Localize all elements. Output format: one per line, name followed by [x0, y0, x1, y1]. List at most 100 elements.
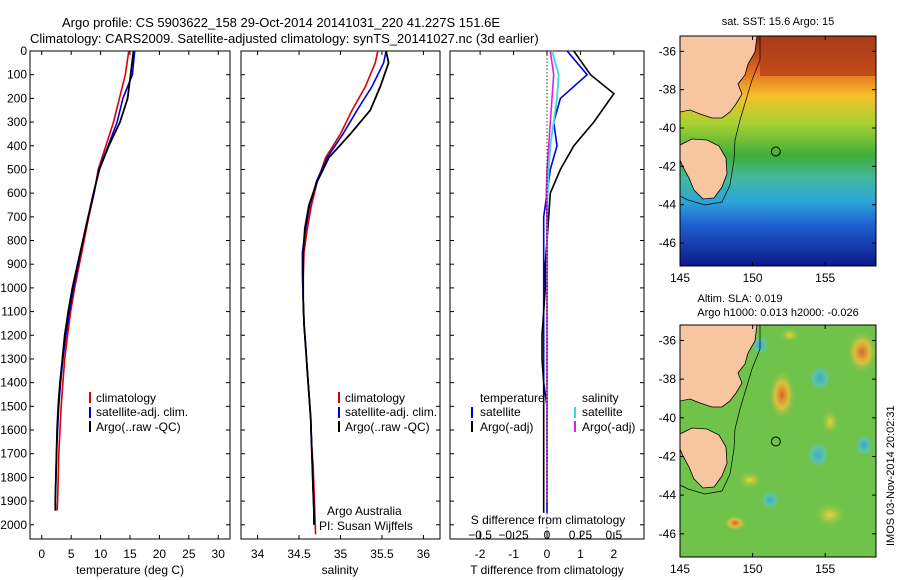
lon-tick-label: 145 — [670, 271, 690, 285]
x-tick-label: 36 — [417, 547, 431, 561]
sst-map — [680, 36, 876, 266]
figure-title-line2: Climatology: CARS2009. Satellite-adjuste… — [30, 31, 539, 46]
lat-tick-label: -36 — [659, 44, 677, 58]
tasmania — [680, 138, 728, 200]
lat-tick-label: -42 — [659, 159, 677, 173]
lat-tick-label: -44 — [659, 488, 677, 502]
legend-argo-label: Argo(..raw -QC) — [345, 420, 430, 434]
legend-s-satellite-label: satellite — [582, 405, 623, 419]
depth-tick-label: 1300 — [0, 352, 27, 366]
series-line-argo-raw-qc- — [54, 50, 135, 511]
depth-tick-label: 1600 — [0, 423, 27, 437]
lat-tick-label: -36 — [659, 333, 677, 347]
depth-tick-label: 400 — [7, 139, 27, 153]
lon-tick-label: 150 — [743, 271, 763, 285]
legend-temperature-heading: temperature — [480, 391, 545, 405]
x-tick-label: 20 — [153, 547, 167, 561]
depth-tick-label: 200 — [7, 91, 27, 105]
s-tick-label: 0 — [544, 528, 551, 542]
lat-tick-label: -44 — [659, 198, 677, 212]
salinity-plot: 34 34.5 35 35.5 36 — [251, 50, 431, 561]
lon-tick-label: 150 — [743, 562, 763, 576]
mainland-australia — [680, 36, 758, 119]
float-program-label: Argo Australia — [327, 504, 402, 518]
depth-tick-label: 2000 — [0, 518, 27, 532]
x-tick-label: 34 — [251, 547, 265, 561]
depth-tick-label: 900 — [7, 257, 27, 271]
sla-anomaly-low — [854, 433, 874, 457]
sla-anomaly-high — [723, 515, 747, 531]
depth-tick-label: 100 — [7, 68, 27, 82]
shelf-contour — [680, 36, 761, 206]
x-tick-label: -1 — [508, 547, 519, 561]
series-line-temperature-argo-adj- — [541, 50, 615, 513]
depth-tick-label: 1700 — [0, 447, 27, 461]
argo-float-marker — [770, 436, 781, 447]
legend-satellite-label: satellite-adj. clim. — [96, 405, 188, 419]
depth-tick-label: 1500 — [0, 399, 27, 413]
s-tick-label: −0.5 — [468, 528, 492, 542]
depth-tick-label: 500 — [7, 162, 27, 176]
difference-legend: temperature satellite Argo(-adj) salinit… — [471, 391, 635, 434]
lat-tick-label: -42 — [659, 449, 677, 463]
salinity-panel-frame — [240, 50, 441, 540]
temperature-plot: 0 5 10 15 20 25 30 — [38, 50, 225, 561]
sla-anomaly-high — [736, 470, 764, 490]
series-line-salinity-argo-adj- — [545, 50, 555, 502]
lat-tick-label: -46 — [659, 527, 677, 541]
x-tick-label: 34.5 — [287, 547, 311, 561]
x-tick-label: 25 — [182, 547, 196, 561]
depth-axis: 0 100 200 300 400 500 600 700 800 900 1000 1100 1200… — [0, 44, 644, 532]
depth-tick-label: 700 — [7, 210, 27, 224]
sla-anomaly-high — [768, 369, 796, 421]
x-tick-label: 5 — [68, 547, 75, 561]
shelf-contour — [680, 325, 761, 495]
depth-tick-label: 1200 — [0, 328, 27, 342]
sla-anomaly-high — [846, 330, 876, 374]
timestamp-footer: IMOS 03-Nov-2014 20:02:31 — [885, 405, 897, 546]
sla-map-title-line1: Altim. SLA: 0.019 — [698, 293, 783, 305]
legend-argo-label: Argo(..raw -QC) — [96, 420, 181, 434]
mainland-australia — [680, 325, 758, 408]
depth-tick-label: 0 — [20, 44, 27, 58]
s-tick-label: 0.5 — [606, 528, 623, 542]
sla-anomaly-high — [812, 501, 848, 529]
sla-map-axes: 145 150 155 -36 -38 -40 -42 -44 -46 — [659, 325, 876, 576]
legend-s-argo-label: Argo(-adj) — [582, 420, 635, 434]
lon-tick-label: 155 — [815, 562, 835, 576]
lat-tick-label: -38 — [659, 372, 677, 386]
legend-salinity-heading: salinity — [582, 391, 619, 405]
series-line-climatology — [56, 50, 130, 511]
x-tick-label: 10 — [94, 547, 108, 561]
temperature-panel-frame — [29, 50, 231, 540]
series-line-climatology — [302, 50, 379, 535]
lat-tick-label: -40 — [659, 411, 677, 425]
legend-satellite-label: satellite-adj. clim. — [345, 405, 437, 419]
x-tick-label: 35 — [334, 547, 348, 561]
sst-map-axes: 145 150 155 -36 -38 -40 -42 -44 -46 — [659, 36, 876, 285]
argo-float-marker — [770, 146, 781, 157]
salinity-legend: climatology satellite-adj. clim. Argo(..… — [319, 391, 437, 533]
x-tick-label: 2 — [611, 547, 618, 561]
lat-tick-label: -38 — [659, 83, 677, 97]
s-tick-label: −0.25 — [498, 528, 529, 542]
sla-anomaly-high — [820, 408, 840, 436]
s-tick-label: 0.25 — [569, 528, 593, 542]
series-line-salinity-satellite — [546, 50, 560, 502]
tasmania — [680, 427, 728, 489]
t-difference-axis-label: T difference from climatology — [470, 563, 624, 577]
legend-t-satellite-label: satellite — [480, 405, 521, 419]
x-tick-label: 1 — [577, 547, 584, 561]
depth-tick-label: 800 — [7, 234, 27, 248]
series-line-argo-raw-qc- — [302, 50, 390, 525]
depth-tick-label: 1800 — [0, 470, 27, 484]
difference-plot: -2 -1 0 1 2 −0.5 −0.25 0 0.25 0.5 — [468, 50, 623, 561]
legend-climatology-label: climatology — [345, 391, 405, 405]
depth-tick-label: 1400 — [0, 376, 27, 390]
lon-tick-label: 155 — [815, 271, 835, 285]
legend-climatology-label: climatology — [96, 391, 156, 405]
principal-investigator-label: PI: Susan Wijffels — [319, 519, 413, 533]
series-line-satellite-adj-clim- — [301, 50, 387, 525]
temperature-axis-label: temperature (deg C) — [76, 563, 184, 577]
